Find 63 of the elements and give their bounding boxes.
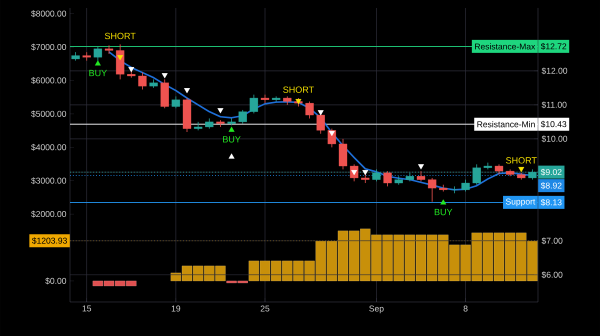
- candlestick: [238, 110, 247, 124]
- candlestick: [494, 164, 504, 175]
- point: [217, 108, 224, 114]
- point: [128, 67, 134, 72]
- y-tick-label: $4000.00: [31, 144, 66, 151]
- data-label: SHORT: [104, 32, 136, 40]
- y2-tick-label: $10.00: [542, 135, 568, 142]
- ref-line-label: Support: [506, 198, 536, 206]
- y-tick-label: $0.00: [45, 278, 66, 284]
- candlestick: [138, 72, 147, 90]
- y2-tick-label: $12.72: [540, 42, 566, 50]
- candlestick: [416, 170, 426, 182]
- x-tick-label: Sep: [369, 306, 384, 314]
- candlestick: [428, 178, 436, 202]
- candlestick: [160, 78, 169, 109]
- y-tick-label: $2000.00: [31, 210, 66, 218]
- ref-line-label: $8.92: [540, 182, 562, 190]
- candlestick: [338, 138, 348, 170]
- point: [440, 199, 446, 205]
- point: [117, 55, 124, 60]
- x-tick-label: 19: [172, 306, 180, 312]
- candlestick: [305, 101, 314, 119]
- y-tick-label: $3000.00: [31, 177, 66, 184]
- y-tick-label: $6000.00: [31, 77, 66, 84]
- y2-tick-label: $6.00: [542, 271, 562, 278]
- point: [184, 88, 190, 94]
- y-tick-label: $7000.00: [31, 44, 66, 51]
- point: [318, 110, 324, 116]
- y2-tick-label: $8.13: [540, 198, 562, 206]
- candlestick: [116, 44, 124, 80]
- data-label: SHORT: [506, 157, 537, 164]
- y-tick-label: $8000.00: [31, 10, 66, 18]
- x-tick-label: 8: [464, 306, 468, 312]
- point: [518, 166, 524, 172]
- x-tick-label: 25: [260, 306, 270, 312]
- y-tick-label: $1203.93: [32, 237, 67, 244]
- candlestick: [461, 179, 470, 192]
- candlestick: [205, 118, 214, 130]
- candlestick: [450, 186, 459, 194]
- y2-tick-label: $9.02: [540, 168, 562, 176]
- candlestick: [172, 96, 180, 109]
- y-tick-label: $5000.00: [31, 110, 66, 118]
- point: [328, 130, 335, 136]
- data-label: BUY: [223, 136, 241, 142]
- point: [162, 73, 168, 78]
- point: [228, 153, 235, 159]
- y2-tick-label: $10.43: [540, 120, 566, 128]
- data-label: BUY: [434, 208, 452, 216]
- ref-line-label: Resistance-Min: [477, 121, 535, 128]
- y2-tick-label: $7.00: [542, 237, 562, 244]
- data-label: SHORT: [283, 86, 314, 93]
- point: [228, 126, 235, 132]
- y2-tick-label: $11.00: [542, 101, 567, 108]
- point: [362, 170, 368, 176]
- candlestick: [383, 170, 392, 187]
- candlestick: [250, 94, 258, 114]
- point: [295, 98, 302, 104]
- ref-line-label: Resistance-Max: [475, 43, 536, 50]
- x-tick-label: 15: [82, 306, 92, 312]
- y2-tick-label: $12.00: [542, 67, 568, 74]
- data-label: BUY: [89, 70, 107, 76]
- point: [418, 164, 424, 170]
- point: [351, 170, 358, 176]
